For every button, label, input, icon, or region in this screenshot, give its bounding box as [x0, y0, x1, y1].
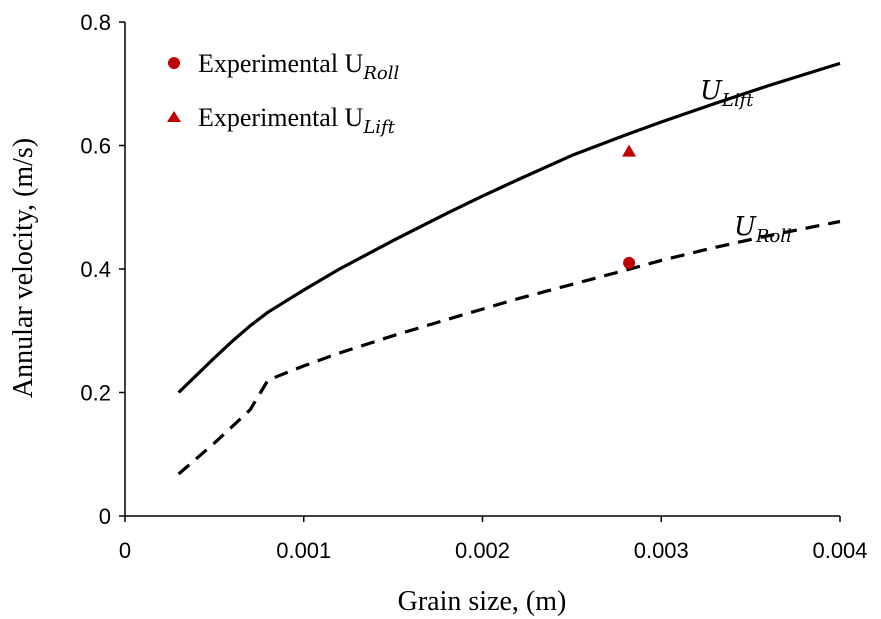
y-tick-label: 0.2 [80, 381, 111, 406]
y-tick-label: 0.8 [80, 10, 111, 35]
x-axis-title: Grain size, (m) [398, 586, 567, 617]
legend-lift-marker [167, 111, 181, 122]
axis-ticks: 0 0.001 0.002 0.003 0.004 0 0.2 0.4 0.6 0.8 [80, 10, 867, 563]
legend: Experimental URoll Experimental ULift [167, 49, 399, 138]
x-tick-label: 0.001 [276, 538, 331, 563]
plot-markers [622, 144, 637, 269]
legend-lift-label: Experimental ULift [198, 103, 396, 138]
x-tick-label: 0 [119, 538, 131, 563]
series-roll-line [177, 219, 841, 476]
curve-label-roll: URoll [734, 212, 792, 247]
experimental-lift-point [622, 144, 637, 157]
curve-label-lift: ULift [700, 76, 754, 111]
y-axis-title: Annular velocity, (m/s) [8, 138, 39, 398]
x-tick-label: 0.004 [812, 538, 867, 563]
legend-roll-marker [168, 57, 180, 69]
series-lift-line [177, 61, 841, 394]
x-tick-label: 0.002 [455, 538, 510, 563]
y-tick-label: 0.4 [80, 257, 111, 282]
y-tick-label: 0 [99, 504, 111, 529]
experimental-roll-point [623, 256, 636, 269]
legend-roll-label: Experimental URoll [198, 49, 399, 84]
x-tick-label: 0.003 [634, 538, 689, 563]
y-tick-label: 0.6 [80, 134, 111, 159]
plot-lines [177, 61, 841, 476]
